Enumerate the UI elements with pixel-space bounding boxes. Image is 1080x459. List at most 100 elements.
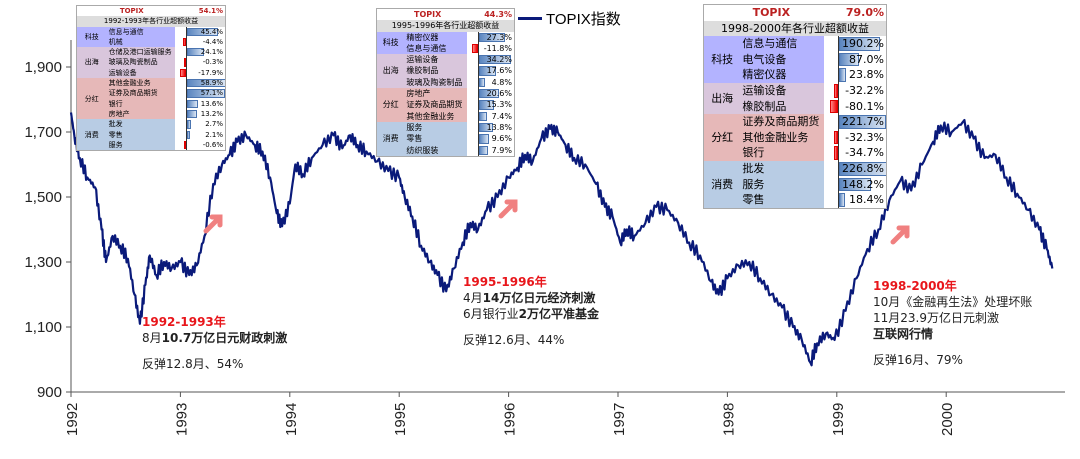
inset-positive-bar [479,134,490,144]
inset-group-label: 消费 [704,160,741,208]
inset-industry: 房地产 [106,108,175,120]
x-tick-label: 2000 [939,403,956,436]
inset-row: 运输设备 -17.9% [77,67,225,79]
inset-row: 信息与通信 -11.8% [377,42,514,55]
inset-industry: 纺织服装 [404,144,468,156]
inset-topix-value: 79.0% [845,6,884,19]
inset-row: 玻璃及陶瓷制品 -0.3% [77,57,225,68]
inset-positive-bar [187,99,198,108]
inset-value: 9.6% [491,134,512,144]
annotation-rebound: 反弹12.8月、54% [142,357,244,371]
x-tick-label: 1992 [64,403,81,436]
annotation-1992-1993: 1992-1993年 8月10.7万亿日元财政刺激 反弹12.8月、54% [142,314,287,372]
inset-positive-bar [839,37,880,51]
inset-value: 17.6% [486,66,512,76]
inset-subtitle: 1998-2000年各行业超额收益 [704,20,886,37]
inset-positive-bar [479,122,493,133]
inset-positive-bar [839,177,872,192]
inset-positive-bar [839,68,846,82]
inset-industry: 精密仪器 [740,67,825,83]
inset-value: 34.2% [486,55,512,65]
inset-value: 57.1% [200,89,223,98]
inset-row: 电气设备 87.0% [704,51,886,68]
inset-topix-label: TOPIX [119,7,144,15]
annotation-bold: 互联网行情 [873,327,934,341]
legend: TOPIX指数 [518,8,621,29]
inset-row: 橡胶制品 17.6% [377,65,514,77]
legend-swatch [518,17,542,20]
inset-industry: 证券及商品期货 [106,88,175,99]
inset-positive-bar [187,130,191,139]
y-tick-label: 900 [37,384,62,401]
inset-value: 4.8% [491,77,512,87]
inset-group-label: 出海 [377,54,405,89]
inset-value: 20.6% [486,89,512,99]
inset-row: 科技 信息与通信 190.2% [704,36,886,83]
inset-value: 27.3% [486,32,512,42]
annotation-title: 1998-2000年 [873,279,957,293]
inset-industry: 玻璃及陶瓷制品 [404,76,468,89]
inset-positive-bar [187,27,218,36]
inset-industry: 精密仪器 [404,31,468,43]
inset-industry: 服务 [740,176,825,193]
inset-row: 服务 148.2% [704,176,886,193]
inset-group-label: 分红 [704,114,741,161]
inset-industry: 橡胶制品 [740,98,825,115]
inset-positive-bar [479,32,505,42]
inset-industry: 证券及商品期货 [404,99,468,111]
legend-label: TOPIX指数 [546,11,621,28]
inset-row: 服务 -0.6% [77,139,225,151]
inset-group-label: 分红 [377,88,405,122]
inset-value: 226.8% [842,161,884,175]
inset-group-label: 科技 [704,36,741,83]
inset-negative-bar [183,58,186,67]
inset-group-label: 消费 [77,119,107,151]
y-tick-label: 1,500 [24,189,62,206]
inset-positive-bar [479,89,499,99]
inset-row: 出海 运输设备 34.2% [377,54,514,89]
annotation-title: 1992-1993年 [142,315,226,329]
inset-row: 银行 13.6% [77,98,225,109]
inset-negative-bar [472,43,478,54]
inset-value: -32.3% [845,130,884,144]
inset-row: 其他金融业务 7.4% [377,110,514,122]
inset-industry: 零售 [106,129,175,140]
inset-row: 零售 9.6% [377,133,514,145]
inset-value: -80.1% [845,99,884,113]
inset-industry: 其他金融业务 [740,129,825,146]
inset-positive-bar [479,111,488,121]
inset-subtitle: 1995-1996年各行业超额收益 [377,20,514,32]
inset-industry: 零售 [740,192,825,208]
inset-group-label: 消费 [377,121,405,156]
topix-series-line [69,112,1054,367]
inset-row: 证券及商品期货 15.3% [377,99,514,111]
x-tick-label: 1997 [611,403,628,436]
annotation-text: 4月 [463,291,483,305]
inset-industry: 房地产 [404,88,468,100]
inset-positive-bar [479,100,495,110]
x-tick-label: 1994 [283,403,300,436]
inset-negative-bar [179,68,186,78]
inset-industry: 银行 [740,145,825,161]
inset-value: -4.4% [202,37,223,46]
y-tick-label: 1,300 [24,254,62,271]
x-tick-label: 1993 [173,403,190,436]
inset-positive-bar [479,145,488,155]
inset-row: 科技 精密仪器 27.3% [377,31,514,55]
inset-industry: 运输设备 [404,54,468,66]
inset-value: -0.6% [202,140,223,149]
inset-negative-bar [830,99,839,114]
inset-positive-bar [479,77,486,88]
inset-industry: 服务 [106,139,175,151]
inset-positive-bar [839,52,859,67]
x-tick-label: 1999 [830,403,847,436]
inset-positive-bar [479,66,497,76]
rebound-arrow-icon [203,214,223,234]
inset-value: 23.8% [849,68,884,82]
inset-value: 2.7% [205,120,223,129]
inset-row: 出海 仓储及港口运输服务 24.1% [77,47,225,79]
inset-row: 消费 服务 13.8% [377,121,514,156]
inset-positive-bar [187,79,225,88]
inset-topix-label: TOPIX [414,10,442,19]
inset-value: 13.8% [486,122,512,132]
